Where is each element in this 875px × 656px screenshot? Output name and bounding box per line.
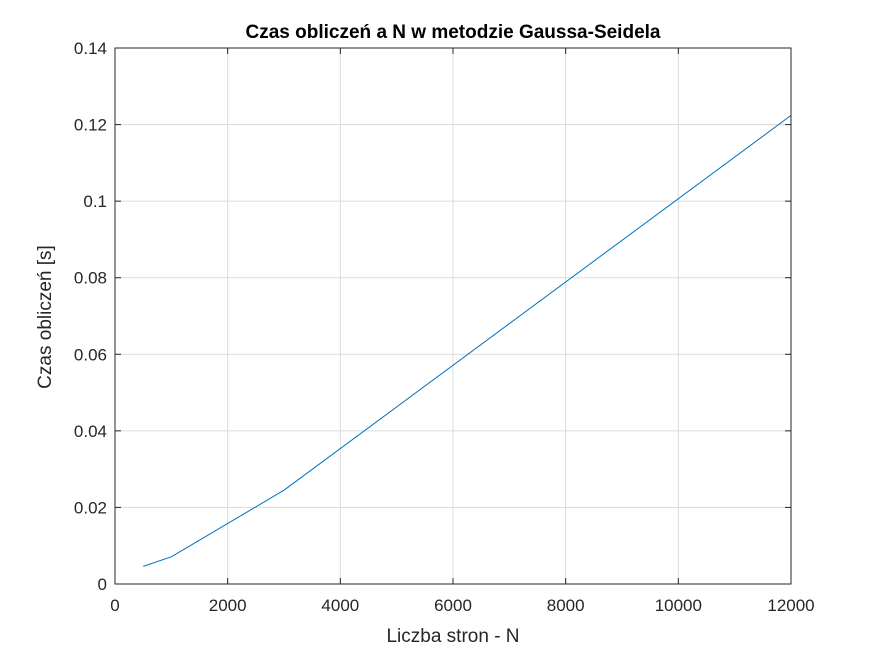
y-tick-label: 0.04 (74, 422, 107, 441)
y-tick-label: 0.12 (74, 116, 107, 135)
x-tick-label: 2000 (209, 596, 247, 615)
x-axis-label: Liczba stron - N (386, 626, 519, 647)
y-axis-label: Czas obliczeń [s] (35, 245, 56, 389)
x-tick-label: 6000 (434, 596, 472, 615)
x-tick-label: 4000 (321, 596, 359, 615)
y-tick-label: 0.06 (74, 345, 107, 364)
x-tick-label: 8000 (547, 596, 585, 615)
x-tick-label: 0 (110, 596, 119, 615)
y-tick-label: 0.14 (74, 39, 107, 58)
data-series (143, 114, 792, 567)
axis-ticks (114, 47, 792, 585)
x-tick-label: 12000 (767, 596, 814, 615)
y-tick-label: 0.08 (74, 269, 107, 288)
y-tick-label: 0.1 (83, 192, 107, 211)
y-tick-label: 0.02 (74, 498, 107, 517)
chart-title: Czas obliczeń a N w metodzie Gaussa-Seid… (246, 22, 661, 43)
y-tick-labels: 0 0.02 0.04 0.06 0.08 0.1 0.12 0.14 (74, 39, 107, 594)
series-line (143, 114, 792, 567)
x-tick-label: 10000 (655, 596, 702, 615)
y-tick-label: 0 (98, 575, 107, 594)
x-tick-labels: 0 2000 4000 6000 8000 10000 12000 (110, 596, 814, 615)
